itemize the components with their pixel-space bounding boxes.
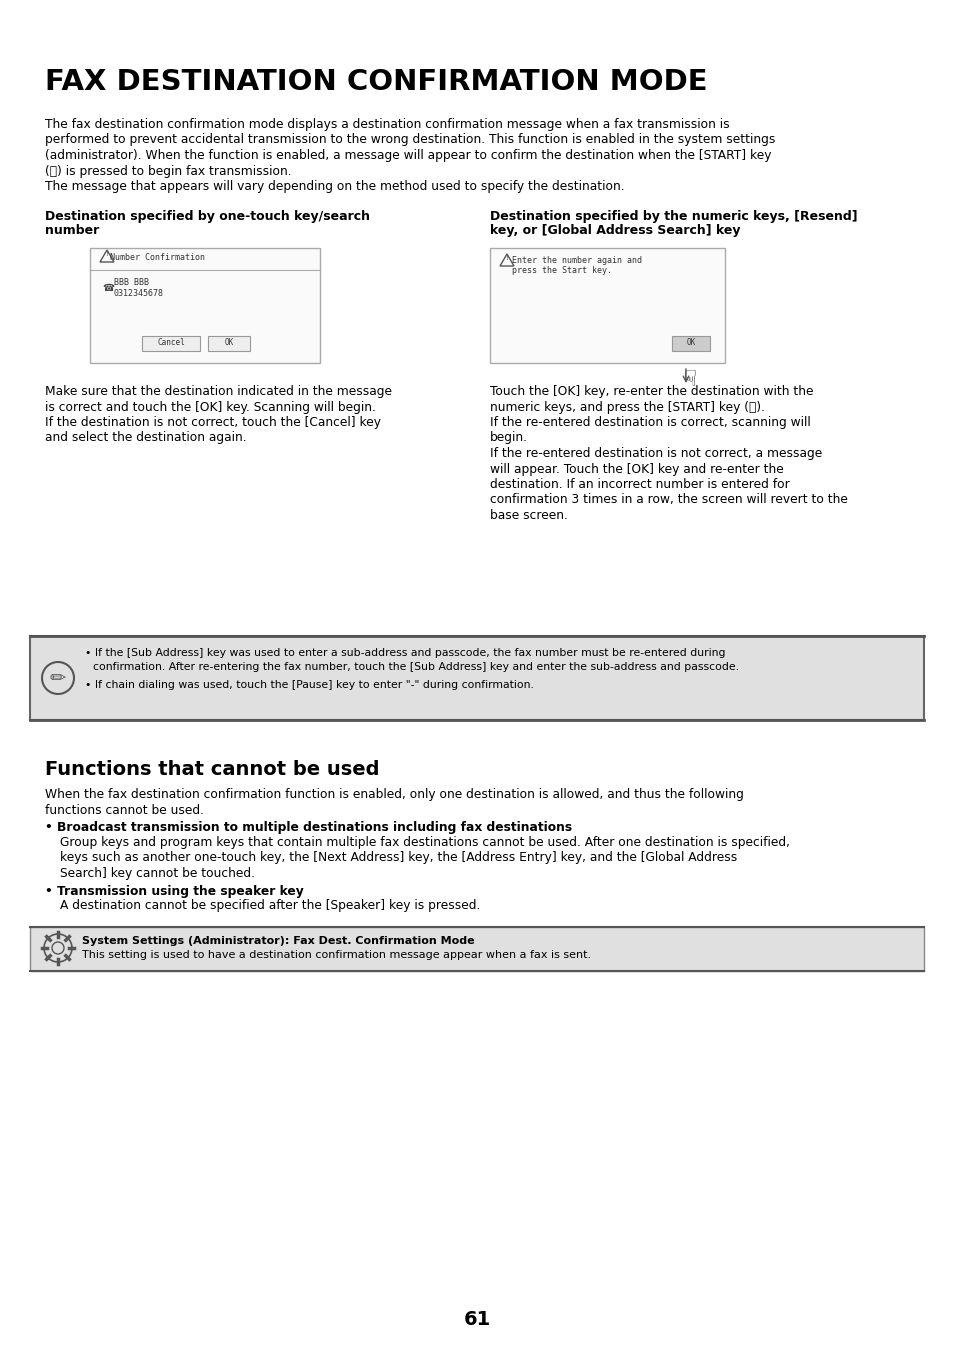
Text: This setting is used to have a destination confirmation message appear when a fa: This setting is used to have a destinati… <box>82 951 591 961</box>
Text: Destination specified by one-touch key/search: Destination specified by one-touch key/s… <box>45 209 370 223</box>
Text: will appear. Touch the [OK] key and re-enter the: will appear. Touch the [OK] key and re-e… <box>490 462 783 476</box>
Text: System Settings (Administrator): Fax Dest. Confirmation Mode: System Settings (Administrator): Fax Des… <box>82 936 475 947</box>
Text: Cancel: Cancel <box>157 338 185 347</box>
Text: key, or [Global Address Search] key: key, or [Global Address Search] key <box>490 224 740 236</box>
Text: Search] key cannot be touched.: Search] key cannot be touched. <box>60 867 254 880</box>
Text: keys such as another one-touch key, the [Next Address] key, the [Address Entry] : keys such as another one-touch key, the … <box>60 851 737 865</box>
Text: !: ! <box>106 251 109 257</box>
Text: • If the [Sub Address] key was used to enter a sub-address and passcode, the fax: • If the [Sub Address] key was used to e… <box>85 648 724 658</box>
Bar <box>142 336 200 351</box>
Text: Number Confirmation: Number Confirmation <box>110 253 205 262</box>
Text: begin.: begin. <box>490 431 527 444</box>
Text: The fax destination confirmation mode displays a destination confirmation messag: The fax destination confirmation mode di… <box>45 118 729 131</box>
Text: FAX DESTINATION CONFIRMATION MODE: FAX DESTINATION CONFIRMATION MODE <box>45 68 707 96</box>
Text: numeric keys, and press the [START] key (Ⓢ).: numeric keys, and press the [START] key … <box>490 400 764 413</box>
Text: OK: OK <box>224 338 233 347</box>
Bar <box>671 336 709 351</box>
Text: performed to prevent accidental transmission to the wrong destination. This func: performed to prevent accidental transmis… <box>45 134 775 146</box>
Text: A destination cannot be specified after the [Speaker] key is pressed.: A destination cannot be specified after … <box>60 900 480 912</box>
Text: • Transmission using the speaker key: • Transmission using the speaker key <box>45 885 303 897</box>
Bar <box>208 336 250 351</box>
Text: destination. If an incorrect number is entered for: destination. If an incorrect number is e… <box>490 478 789 490</box>
Text: number: number <box>45 224 99 236</box>
Text: BBB BBB: BBB BBB <box>113 278 149 286</box>
Text: OK: OK <box>685 338 695 347</box>
Text: Group keys and program keys that contain multiple fax destinations cannot be use: Group keys and program keys that contain… <box>60 836 789 848</box>
Text: • If chain dialing was used, touch the [Pause] key to enter "-" during confirmat: • If chain dialing was used, touch the [… <box>85 680 534 690</box>
Text: (Ⓢ) is pressed to begin fax transmission.: (Ⓢ) is pressed to begin fax transmission… <box>45 165 292 177</box>
Text: 61: 61 <box>463 1310 490 1329</box>
Text: ☎: ☎ <box>102 282 114 293</box>
Text: (administrator). When the function is enabled, a message will appear to confirm : (administrator). When the function is en… <box>45 149 771 162</box>
Bar <box>30 927 923 970</box>
Bar <box>490 249 724 363</box>
Text: If the re-entered destination is correct, scanning will: If the re-entered destination is correct… <box>490 416 810 430</box>
Text: Touch the [OK] key, re-enter the destination with the: Touch the [OK] key, re-enter the destina… <box>490 385 813 399</box>
Text: Destination specified by the numeric keys, [Resend]: Destination specified by the numeric key… <box>490 209 857 223</box>
Text: is correct and touch the [OK] key. Scanning will begin.: is correct and touch the [OK] key. Scann… <box>45 400 375 413</box>
Text: functions cannot be used.: functions cannot be used. <box>45 804 204 816</box>
Text: Enter the number again and: Enter the number again and <box>512 255 641 265</box>
Bar <box>30 636 923 720</box>
Text: and select the destination again.: and select the destination again. <box>45 431 247 444</box>
Text: Make sure that the destination indicated in the message: Make sure that the destination indicated… <box>45 385 392 399</box>
Text: confirmation. After re-entering the fax number, touch the [Sub Address] key and : confirmation. After re-entering the fax … <box>92 662 739 671</box>
Text: base screen.: base screen. <box>490 509 567 521</box>
Text: The message that appears will vary depending on the method used to specify the d: The message that appears will vary depen… <box>45 180 624 193</box>
Text: 0312345678: 0312345678 <box>113 289 164 299</box>
Text: !: ! <box>505 255 508 261</box>
Text: confirmation 3 times in a row, the screen will revert to the: confirmation 3 times in a row, the scree… <box>490 493 847 507</box>
Text: press the Start key.: press the Start key. <box>512 266 612 276</box>
Text: ✏: ✏ <box>50 669 66 688</box>
Text: Functions that cannot be used: Functions that cannot be used <box>45 761 379 780</box>
Text: When the fax destination confirmation function is enabled, only one destination : When the fax destination confirmation fu… <box>45 788 743 801</box>
Text: If the re-entered destination is not correct, a message: If the re-entered destination is not cor… <box>490 447 821 459</box>
Text: ☞: ☞ <box>676 367 696 388</box>
Bar <box>90 249 319 363</box>
Text: If the destination is not correct, touch the [Cancel] key: If the destination is not correct, touch… <box>45 416 380 430</box>
Text: • Broadcast transmission to multiple destinations including fax destinations: • Broadcast transmission to multiple des… <box>45 821 572 834</box>
